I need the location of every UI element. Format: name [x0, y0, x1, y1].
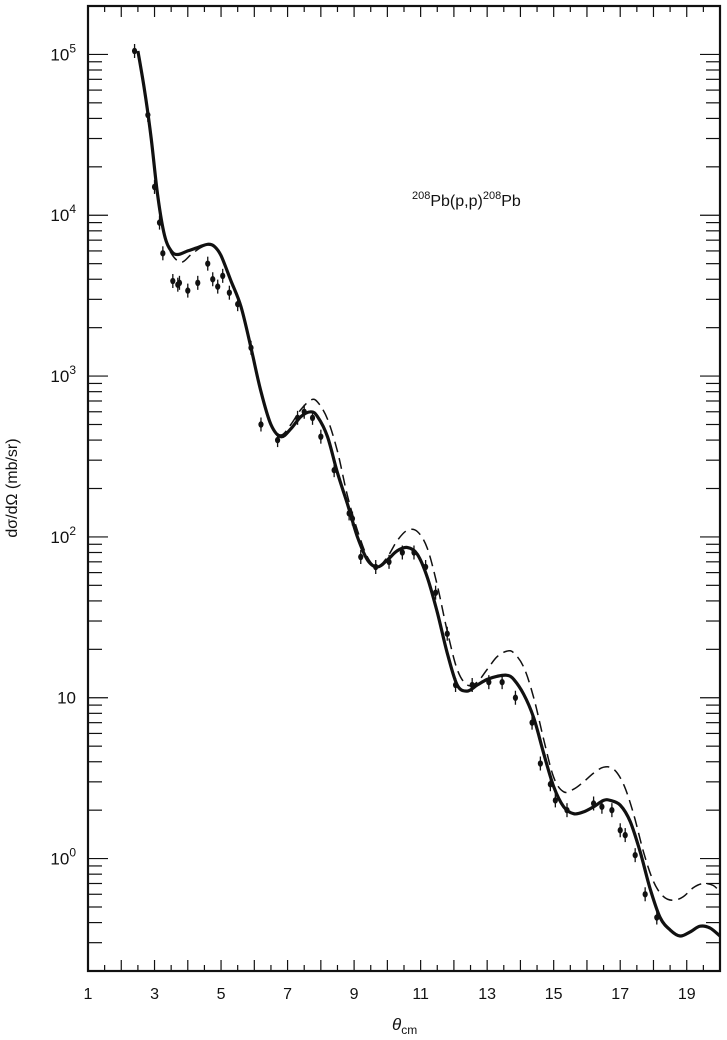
x-tick-label: 13: [478, 986, 496, 1003]
y-tick-label-exponent: 0: [69, 846, 76, 860]
data-point: [160, 250, 166, 257]
y-axis-label: dσ/dΩ (mb/sr): [4, 438, 21, 537]
data-point: [294, 414, 301, 422]
data-point: [411, 549, 417, 556]
data-point: [346, 510, 352, 517]
y-tick-label-exponent: 5: [69, 41, 76, 55]
data-point: [564, 806, 570, 814]
data-point: [547, 781, 553, 788]
x-tick-label: 7: [283, 986, 292, 1003]
data-point: [226, 289, 232, 296]
data-point: [537, 760, 543, 767]
y-tick-label-base: 10: [50, 206, 69, 225]
data-point: [654, 914, 660, 921]
data-point: [512, 694, 519, 701]
data-point: [318, 433, 324, 440]
data-point: [156, 219, 163, 226]
x-tick-label: 11: [412, 986, 429, 1003]
data-point: [215, 283, 221, 290]
data-point: [185, 287, 191, 294]
plot-frame-group: [86, 4, 722, 973]
data-point: [358, 553, 364, 561]
data-point: [145, 111, 151, 119]
data-point: [617, 827, 623, 834]
data-point: [210, 276, 216, 283]
data-point: [552, 797, 558, 804]
annotation-product: Pb: [501, 193, 521, 210]
data-point: [469, 681, 475, 689]
data-point: [632, 851, 638, 859]
data-point: [151, 183, 158, 191]
data-point: [529, 719, 535, 726]
y-tick-label-base: 10: [57, 689, 76, 708]
data-point: [399, 549, 405, 556]
y-tick-label: 105: [50, 41, 76, 64]
data-point: [444, 630, 450, 637]
y-tick-label: 103: [50, 363, 76, 386]
data-point: [499, 678, 505, 686]
y-tick-label: 102: [50, 524, 76, 547]
x-axis-label: θcm: [392, 1015, 417, 1037]
y-tick-label-exponent: 3: [69, 363, 76, 377]
dashed-curve: [163, 235, 721, 902]
x-tick-label: 1: [84, 986, 93, 1003]
data-point: [642, 891, 648, 898]
data-point: [433, 589, 439, 596]
x-tick-label: 17: [611, 986, 629, 1003]
data-point: [599, 803, 605, 810]
data-point: [486, 678, 492, 686]
data-point: [423, 563, 429, 571]
data-point: [591, 800, 597, 807]
data-point: [609, 806, 615, 814]
y-tick-label: 100: [50, 846, 76, 869]
solid-curve: [136, 50, 722, 938]
x-axis-label-subscript: cm: [401, 1023, 417, 1037]
x-tick-label: 3: [150, 986, 159, 1003]
annotation-reaction: Pb(p,p): [430, 193, 482, 210]
data-point: [331, 466, 337, 474]
x-tick-label: 5: [217, 986, 226, 1003]
data-point: [176, 279, 183, 287]
data-point: [205, 260, 211, 267]
annotation-mass-pre: 208: [412, 190, 430, 202]
plot-frame: [86, 4, 722, 973]
x-tick-label: 15: [545, 986, 563, 1003]
data-point: [220, 272, 226, 280]
data-point: [301, 408, 307, 415]
x-tick-label: 19: [678, 986, 696, 1003]
data-point: [131, 47, 138, 55]
y-tick-label-base: 10: [50, 367, 69, 386]
data-point: [235, 300, 241, 308]
data-point: [452, 681, 459, 689]
data-point: [275, 436, 281, 444]
y-tick-label-base: 10: [50, 850, 69, 869]
data-point: [622, 831, 628, 839]
y-tick-label: 104: [50, 202, 76, 225]
data-point: [309, 414, 316, 422]
y-tick-label-exponent: 4: [69, 202, 76, 216]
data-point: [258, 421, 264, 428]
y-tick-label-base: 10: [50, 45, 69, 64]
data-point: [170, 277, 176, 285]
data-point: [386, 558, 392, 566]
data-point: [195, 279, 201, 287]
annotation-mass-post: 208: [483, 190, 501, 202]
data-point: [248, 344, 254, 351]
series-curves: [136, 50, 722, 938]
y-tick-label: 10: [57, 689, 76, 708]
y-tick-label-exponent: 2: [69, 524, 76, 538]
x-axis-label-symbol: θ: [392, 1015, 402, 1034]
y-tick-label-base: 10: [50, 528, 69, 547]
data-points: [131, 44, 660, 925]
reaction-annotation: 208Pb(p,p)208Pb: [412, 190, 521, 210]
x-tick-label: 9: [350, 986, 359, 1003]
data-point: [373, 563, 379, 571]
data-point: [349, 515, 356, 522]
axis-ticks: [87, 5, 721, 972]
